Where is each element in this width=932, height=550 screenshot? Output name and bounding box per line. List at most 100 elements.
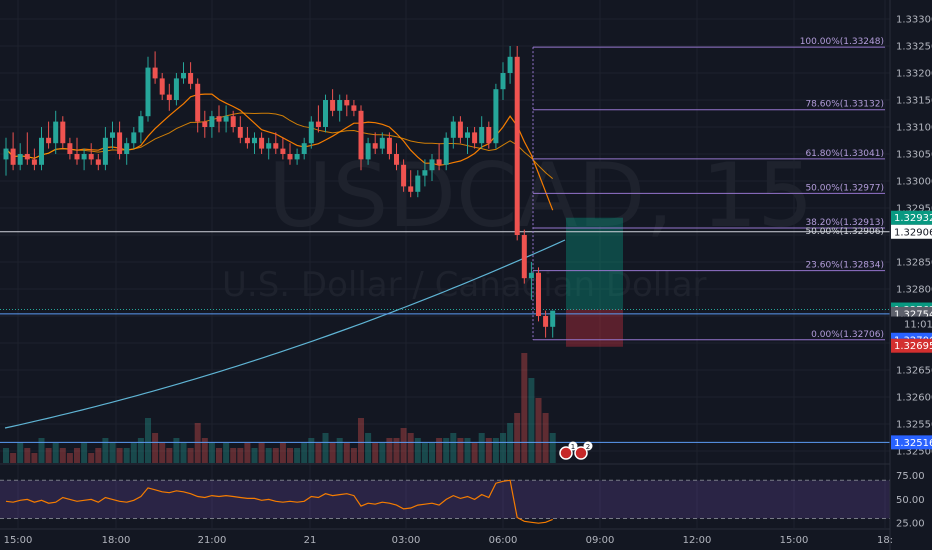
volume-bar-5: [38, 438, 45, 463]
volume-bar-8: [59, 448, 66, 463]
price-axis[interactable]: 1.33300 1.33250 1.33200 1.33150 1.33100 1.330…: [889, 0, 932, 550]
candle-body-52: [372, 143, 378, 149]
candle-body-28: [202, 121, 208, 127]
candle-body-30: [216, 116, 222, 122]
time-tick-1: 18:00: [102, 535, 131, 546]
volume-bar-16: [116, 448, 123, 463]
candles: [3, 46, 556, 338]
event-flag-icon-0: [559, 446, 573, 460]
volume-bar-40: [287, 448, 293, 463]
volume-bar-23: [166, 448, 173, 463]
volume-bar-11: [81, 443, 88, 463]
candle-body-65: [465, 132, 470, 138]
volume-bar-58: [414, 438, 421, 463]
price-tick-10: 1.32800: [896, 285, 932, 296]
fib-label-1: 78.60%(1.33132): [805, 100, 884, 110]
fib-label-3: 50.00%(1.32977): [805, 183, 884, 193]
candle-body-19: [138, 116, 144, 133]
volume-bar-27: [194, 423, 201, 463]
long-position-tool[interactable]: [566, 217, 623, 347]
candle-body-44: [315, 121, 321, 127]
candle-body-54: [386, 137, 392, 154]
time-tick-4: 03:00: [392, 535, 421, 546]
fib-label-4: 38.20%(1.32913): [805, 218, 884, 228]
volume-bar-68: [485, 438, 492, 463]
price-tag-0: [891, 210, 932, 225]
candle-body-31: [223, 116, 229, 122]
candle-body-49: [351, 105, 357, 111]
volume-bar-44: [315, 443, 322, 463]
candle-body-58: [415, 175, 421, 192]
candle-body-3: [24, 154, 30, 160]
volume-bar-62: [443, 438, 450, 463]
volume-bar-75: [535, 398, 542, 463]
ma-slow-line: [5, 112, 554, 179]
volume-bar-72: [514, 413, 521, 463]
time-tick-5: 06:00: [489, 535, 518, 546]
countdown-label: 11:01: [904, 320, 932, 331]
candle-body-46: [330, 100, 336, 111]
price-tag-label-5: 1.32695: [894, 341, 932, 352]
candle-body-71: [507, 56, 513, 73]
event-badge-0: [568, 441, 578, 451]
candle-body-34: [244, 137, 250, 144]
candle-body-10: [74, 154, 80, 160]
volume-bar-54: [386, 438, 393, 463]
volume-bar-3: [24, 448, 31, 463]
candle-body-53: [379, 137, 385, 149]
candle-body-18: [131, 132, 137, 144]
candle-body-23: [166, 94, 172, 100]
price-tag-1: [891, 224, 932, 239]
candle-body-20: [145, 67, 151, 117]
candle-body-9: [67, 143, 73, 154]
volume-bar-50: [358, 418, 364, 463]
candle-body-5: [39, 137, 44, 165]
candle-body-40: [287, 154, 293, 160]
candle-body-13: [95, 159, 101, 165]
time-axis[interactable]: 15:00 18:00 21:00 21 03:00 06:00 09:00 12:00 15:…: [0, 528, 893, 546]
candle-body-42: [301, 143, 307, 154]
fib-label-6: 0.00%(1.32706): [811, 330, 884, 340]
price-tick-3: 1.33150: [896, 96, 932, 107]
volume-bar-13: [95, 448, 102, 463]
volume-bar-20: [145, 418, 151, 463]
rsi-tick-2: 25.00: [896, 519, 925, 530]
rsi-line: [5, 479, 553, 524]
price-tag-label-0: 1.32932: [894, 213, 932, 224]
volume-bar-65: [464, 438, 471, 463]
candle-body-1: [10, 148, 16, 165]
horizontal-lines[interactable]: [0, 231, 890, 443]
candle-body-62: [443, 137, 449, 165]
price-tag-label-6: 1.32516: [894, 438, 932, 449]
volume-bar-35: [251, 448, 258, 463]
watermark-description: U.S. Dollar / Canadian Dollar: [222, 265, 707, 305]
volume-bar-45: [322, 433, 329, 463]
candle-body-12: [88, 154, 94, 160]
candle-body-48: [344, 100, 350, 106]
volume-bar-61: [436, 438, 443, 463]
volume-bar-55: [393, 438, 400, 463]
candle-body-16: [117, 132, 123, 154]
candle-body-41: [294, 154, 300, 160]
fibonacci-retracement[interactable]: 100.00%(1.33248) 78.60%(1.33132) 61.80%(1.…: [532, 37, 885, 341]
volume-bar-0: [3, 448, 9, 463]
price-tick-9: 1.32850: [896, 258, 932, 269]
volume-bar-39: [279, 443, 286, 463]
candle-body-74: [528, 272, 534, 279]
volume-bar-70: [500, 433, 506, 463]
candle-body-60: [429, 159, 435, 171]
candle-body-59: [422, 170, 428, 176]
volume-bar-51: [365, 433, 372, 463]
candle-body-35: [252, 137, 257, 144]
volume-bar-21: [152, 433, 159, 463]
price-tag-6: [891, 435, 932, 450]
candle-body-72: [514, 56, 520, 235]
candle-body-66: [472, 132, 478, 144]
price-tick-2: 1.33200: [896, 69, 932, 80]
volume-bar-17: [123, 448, 130, 463]
price-axis-background: [890, 0, 932, 550]
volume-bar-57: [407, 433, 414, 463]
